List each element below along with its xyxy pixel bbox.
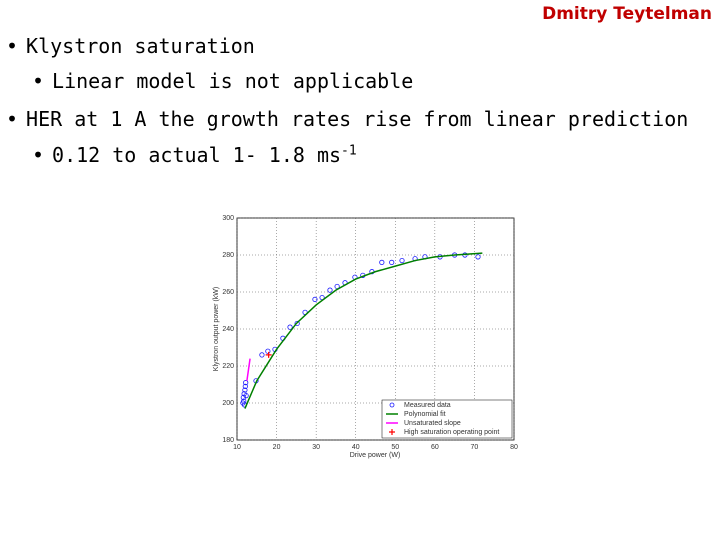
bullet: Klystron saturation (6, 34, 255, 58)
data-point (389, 259, 395, 265)
author: Dmitry Teytelman (542, 4, 712, 24)
superscript: -1 (341, 143, 357, 159)
y-tick-label: 220 (222, 363, 234, 370)
data-point (243, 380, 249, 386)
y-tick-label: 180 (222, 437, 234, 444)
sub-bullet-text: 0.12 to actual 1- 1.8 ms (52, 143, 342, 167)
sub-bullet: Linear model is not applicable (32, 69, 413, 93)
bullet: HER at 1 A the growth rates rise from li… (6, 107, 688, 131)
legend-label: Measured data (404, 402, 451, 409)
data-point (265, 348, 271, 354)
data-point (242, 383, 248, 389)
x-tick-label: 50 (391, 444, 399, 451)
line (244, 252, 483, 409)
data-point (287, 324, 293, 330)
line (246, 358, 251, 381)
data-point (294, 320, 300, 327)
y-tick-label: 280 (222, 252, 234, 259)
x-tick-label: 20 (273, 444, 281, 451)
data-point (242, 387, 248, 393)
legend-marker (389, 402, 395, 408)
x-tick-label: 30 (312, 444, 320, 451)
operating-point (265, 351, 272, 358)
x-tick-label: 60 (431, 444, 439, 451)
x-tick-label: 70 (471, 444, 479, 451)
data-point (399, 257, 405, 264)
data-point (379, 259, 385, 265)
legend-marker (389, 429, 395, 435)
y-axis-label: Klystron output power (kW) (213, 287, 220, 371)
data-point (327, 287, 333, 293)
legend-label: Unsaturated slope (404, 420, 461, 427)
data-point (241, 398, 247, 404)
y-tick-label: 200 (222, 400, 234, 407)
data-point (475, 254, 481, 260)
y-tick-label: 260 (222, 289, 234, 296)
legend-box (381, 399, 513, 439)
x-tick-label: 10 (233, 444, 241, 451)
legend-label: Polynomial fit (404, 411, 446, 418)
sub-bullet: 0.12 to actual 1- 1.8 ms-1 (32, 143, 357, 167)
y-tick-label: 300 (222, 215, 234, 222)
legend-label: High saturation operating point (404, 429, 499, 436)
data-point (259, 352, 265, 358)
x-tick-label: 80 (510, 444, 518, 451)
x-tick-label: 40 (352, 444, 360, 451)
data-point (312, 296, 318, 302)
y-tick-label: 240 (222, 326, 234, 333)
data-point (243, 392, 249, 399)
x-axis-label: Drive power (W) (350, 452, 401, 459)
